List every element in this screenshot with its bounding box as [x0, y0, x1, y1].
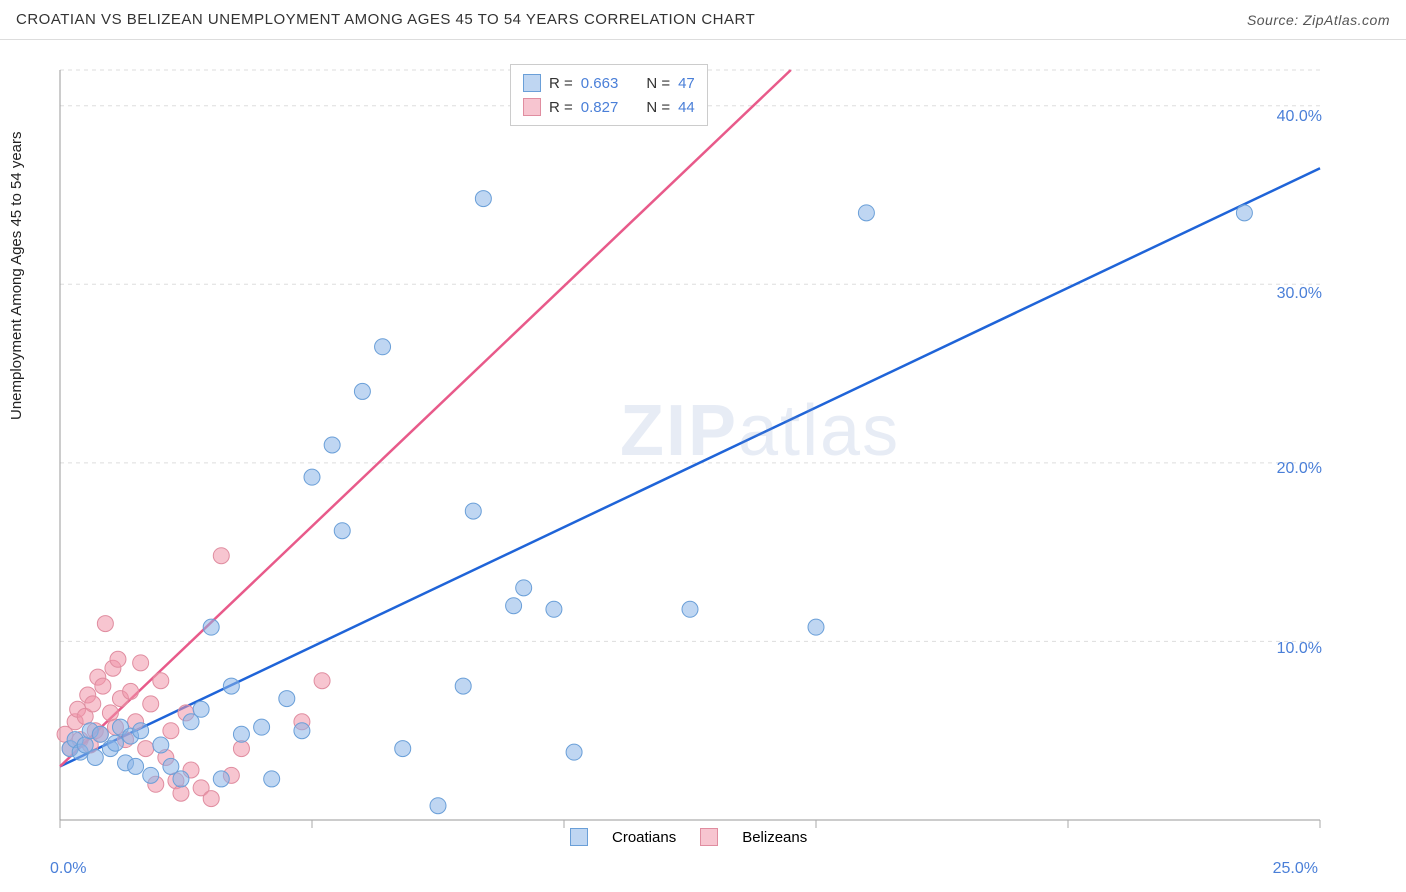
stats-row-2: R = 0.827 N = 44: [523, 95, 695, 119]
r-value-1: 0.663: [581, 75, 619, 92]
x-tick-0: 0.0%: [50, 860, 86, 878]
y-tick-30: 30.0%: [1277, 285, 1322, 303]
bottom-legend: Croatians Belizeans: [570, 828, 807, 846]
swatch-belizeans-2: [700, 828, 718, 846]
chart-area: ZIPatlas R = 0.663 N = 47 R = 0.827 N = …: [50, 60, 1330, 850]
n-value-1: 47: [678, 75, 695, 92]
n-value-2: 44: [678, 99, 695, 116]
legend-belizeans: Belizeans: [742, 829, 807, 846]
r-value-2: 0.827: [581, 99, 619, 116]
scatter-chart: [50, 60, 1330, 850]
swatch-belizeans: [523, 98, 541, 116]
stats-legend: R = 0.663 N = 47 R = 0.827 N = 44: [510, 64, 708, 126]
legend-croatians: Croatians: [612, 829, 676, 846]
y-tick-40: 40.0%: [1277, 108, 1322, 126]
y-tick-10: 10.0%: [1277, 640, 1322, 658]
swatch-croatians: [523, 74, 541, 92]
y-tick-20: 20.0%: [1277, 460, 1322, 478]
r-label-2: R =: [549, 99, 573, 116]
n-label-2: N =: [646, 99, 670, 116]
n-label-1: N =: [646, 75, 670, 92]
source-note: Source: ZipAtlas.com: [1247, 12, 1390, 28]
swatch-croatians-2: [570, 828, 588, 846]
x-tick-25: 25.0%: [1273, 860, 1318, 878]
y-axis-label: Unemployment Among Ages 45 to 54 years: [8, 131, 25, 420]
stats-row-1: R = 0.663 N = 47: [523, 71, 695, 95]
r-label-1: R =: [549, 75, 573, 92]
chart-title: CROATIAN VS BELIZEAN UNEMPLOYMENT AMONG …: [16, 11, 755, 28]
